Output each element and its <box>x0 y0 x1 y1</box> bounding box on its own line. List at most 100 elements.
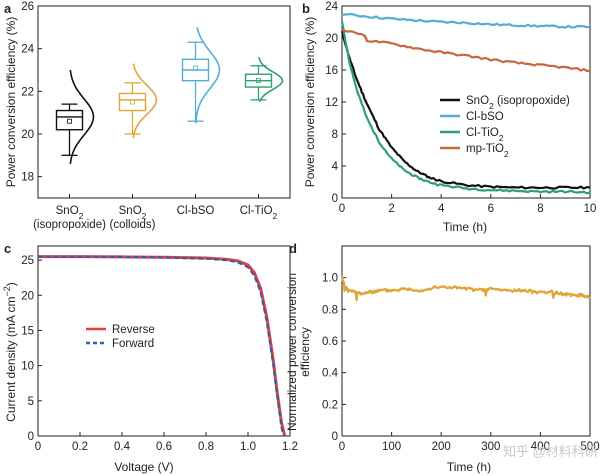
box-iqr <box>55 109 84 131</box>
b-xtick-label: 2 <box>388 203 394 215</box>
a-axes-frame <box>37 5 291 199</box>
legend-subscript: 2 <box>499 133 504 143</box>
box-mean-marker <box>130 99 135 105</box>
series-line <box>340 276 591 302</box>
category-name: Cl-bSO <box>177 205 215 217</box>
c-xtick-label: 0.6 <box>156 441 172 453</box>
box-iqr <box>118 92 147 112</box>
category-subscript: 2 <box>79 211 84 221</box>
d-ylabel-line2: efficiency <box>298 327 312 377</box>
distribution-curve <box>132 63 158 139</box>
legend-subscript: 2 <box>504 149 509 159</box>
box-mean-marker <box>193 65 198 71</box>
c-xtick-label: 0.2 <box>72 441 88 453</box>
category-name: SnO <box>56 205 79 217</box>
category-subscript: 2 <box>273 211 278 221</box>
a-category-label-line2: (colloids) <box>109 219 155 231</box>
distribution-curve <box>69 69 95 165</box>
b-xtick-label: 0 <box>339 203 345 215</box>
d-ytick-label: 0.2 <box>322 399 338 411</box>
a-category-label: Cl-bSO <box>177 205 215 217</box>
series-line <box>38 255 285 437</box>
c-ytick-label: 5 <box>28 396 34 408</box>
b-xtick-label: 4 <box>438 203 445 215</box>
c-xtick-label: 1.2 <box>282 441 298 453</box>
c-ylabel-end: ) <box>4 282 18 286</box>
category-name: Cl-TiO <box>240 205 273 217</box>
d-ytick-label: 0.6 <box>322 336 338 348</box>
a-category-label: SnO2 <box>56 205 84 221</box>
c-ytick-label: 10 <box>21 361 34 373</box>
d-ytick-label: 0 <box>332 431 338 443</box>
b-ytick-label: 16 <box>325 65 338 77</box>
a-category-label: Cl-TiO2 <box>240 205 278 221</box>
b-ytick-label: 8 <box>332 129 338 141</box>
box-mean-marker <box>67 118 72 124</box>
b-ytick-label: 12 <box>325 97 338 109</box>
d-ylabel-line1: Normalized power conversion <box>285 273 299 431</box>
a-ytick-label: 18 <box>21 172 34 184</box>
legend-name: Cl-bSO <box>466 111 504 123</box>
c-xtick-label: 1.0 <box>240 441 256 453</box>
category-name: SnO <box>119 205 142 217</box>
c-xtick-label: 0 <box>35 441 41 453</box>
legend-label: Reverse <box>112 324 155 336</box>
legend-suffix: (isopropoxide) <box>494 95 570 107</box>
c-ytick-label: 15 <box>21 325 34 337</box>
b-xtick-label: 10 <box>584 203 597 215</box>
box-mean-marker <box>256 78 261 84</box>
category-subscript: 2 <box>142 211 147 221</box>
c-ytick-label: 20 <box>21 290 34 302</box>
series-line <box>38 255 287 437</box>
d-ytick-label: 0.8 <box>322 304 338 316</box>
c-ylabel-sup: −2 <box>2 286 12 296</box>
c-ytick-label: 0 <box>28 431 34 443</box>
d-xtick-label: 500 <box>580 441 599 453</box>
b-ytick-label: 20 <box>325 33 338 45</box>
b-xlabel: Time (h) <box>443 220 487 234</box>
d-xtick-label: 0 <box>339 441 345 453</box>
c-ytick-label: 25 <box>21 255 34 267</box>
legend-name: Cl-TiO <box>466 127 499 139</box>
a-ylabel: Power conversion efficiency (%) <box>4 17 18 188</box>
a-category-label: SnO2 <box>119 205 147 221</box>
d-xlabel: Time (h) <box>447 460 491 474</box>
panel-label-b: b <box>302 1 310 16</box>
c-ylabel: Current density (mA cm−2) <box>2 282 18 422</box>
panel-d-normalized-stability: 0 0.2 0.4 0.6 0.8 1.0 0 100 200 300 400 500 <box>322 245 600 453</box>
legend-label: mp-TiO2 <box>466 143 509 159</box>
d-xtick-label: 100 <box>382 441 401 453</box>
legend-subscript: 2 <box>489 101 494 111</box>
b-ytick-label: 0 <box>332 193 338 205</box>
a-ytick-label: 22 <box>21 86 34 98</box>
c-xtick-label: 0.8 <box>198 441 214 453</box>
legend-label: Forward <box>112 338 154 350</box>
d-ytick-label: 1.0 <box>322 273 338 285</box>
d-xtick-label: 200 <box>432 441 451 453</box>
distribution-curve <box>195 27 221 124</box>
d-xtick-label: 400 <box>531 441 550 453</box>
panel-label-d: d <box>289 241 297 256</box>
series-line <box>341 28 591 73</box>
series-line <box>341 12 591 29</box>
distribution-curve <box>258 57 284 103</box>
a-ytick-label: 24 <box>21 44 34 56</box>
a-category-label-line2: (isopropoxide) <box>33 219 106 231</box>
a-ytick-label: 20 <box>21 129 34 141</box>
legend-label: Cl-TiO2 <box>466 127 504 143</box>
series-line <box>340 21 591 195</box>
d-axes-frame <box>341 245 591 437</box>
b-ytick-label: 4 <box>332 161 339 173</box>
c-xtick-label: 0.4 <box>114 441 131 453</box>
d-ytick-label: 0.4 <box>322 368 339 380</box>
c-xlabel: Voltage (V) <box>114 460 173 474</box>
b-ytick-label: 24 <box>325 1 338 13</box>
panel-label-a: a <box>4 1 12 16</box>
legend-label: SnO2 (isopropoxide) <box>466 95 570 111</box>
series-line <box>340 30 591 190</box>
panel-label-c: c <box>4 241 11 256</box>
legend-label: Cl-bSO <box>466 111 504 123</box>
panel-a-boxplot: 1820222426SnO2(isopropoxide)SnO2(colloid… <box>21 1 291 231</box>
